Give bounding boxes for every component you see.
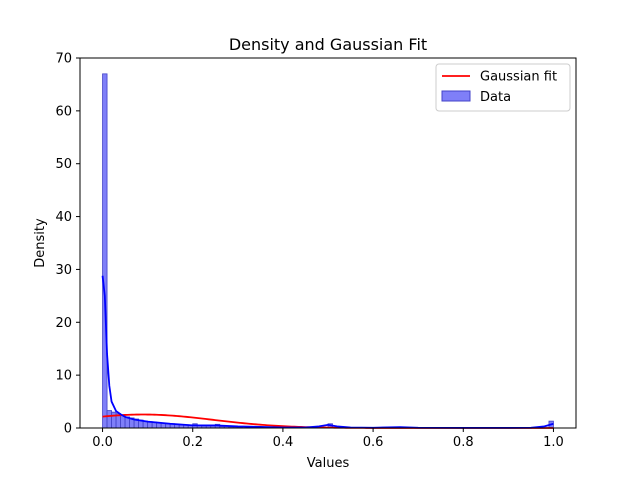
plot-background [80,58,576,428]
y-tick-label: 70 [55,52,72,67]
x-tick-label: 0.6 [363,435,384,450]
x-tick-label: 0.4 [273,435,294,450]
x-axis-title: Values [307,456,350,471]
legend-gaussian-label: Gaussian fit [480,70,557,85]
histogram-bar [102,73,108,429]
y-axis: 0 10 20 30 40 50 60 70 [55,52,80,437]
legend-data-label: Data [480,90,511,105]
histogram-bar [106,410,112,429]
y-tick-label: 0 [64,422,72,437]
y-axis-title: Density [33,218,48,268]
y-tick-label: 40 [55,210,72,225]
y-tick-label: 50 [55,157,72,172]
y-tick-label: 30 [55,263,72,278]
x-tick-label: 0.2 [182,435,203,450]
y-tick-label: 10 [55,369,72,384]
x-tick-label: 0.8 [453,435,474,450]
legend: Gaussian fit Data [435,63,571,112]
y-tick-label: 60 [55,104,72,119]
plot-frame [79,57,577,429]
x-axis: 0.0 0.2 0.4 0.6 0.8 1.0 [92,428,564,450]
legend-data-swatch [441,90,471,102]
y-tick-label: 20 [55,316,72,331]
x-tick-label: 1.0 [543,435,564,450]
histogram-bar [111,411,117,429]
x-tick-label: 0.0 [92,435,113,450]
chart-title: Density and Gaussian Fit [229,35,427,54]
